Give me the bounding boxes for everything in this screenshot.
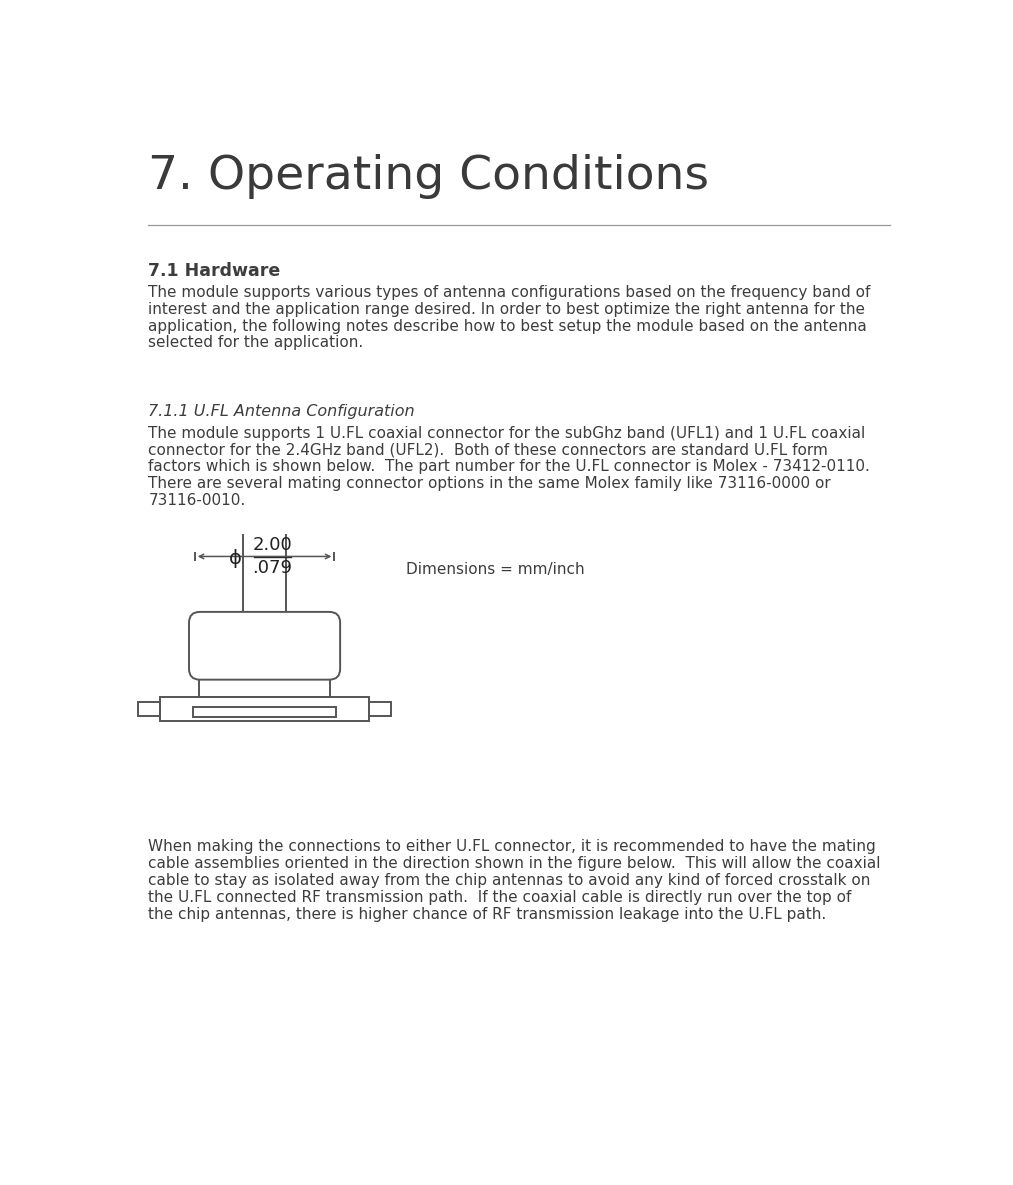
Text: The module supports various types of antenna configurations based on the frequen: The module supports various types of ant… <box>148 284 871 300</box>
Text: interest and the application range desired. In order to best optimize the right : interest and the application range desir… <box>148 302 865 316</box>
Text: .079: .079 <box>252 559 293 577</box>
Text: connector for the 2.4GHz band (UFL2).  Both of these connectors are standard U.F: connector for the 2.4GHz band (UFL2). Bo… <box>148 442 829 457</box>
Text: ϕ: ϕ <box>229 549 241 568</box>
Text: application, the following notes describe how to best setup the module based on : application, the following notes describ… <box>148 319 867 333</box>
Text: When making the connections to either U.FL connector, it is recommended to have : When making the connections to either U.… <box>148 839 876 854</box>
Text: There are several mating connector options in the same Molex family like 73116-0: There are several mating connector optio… <box>148 476 831 492</box>
Bar <box>192 707 336 717</box>
Text: the chip antennas, there is higher chance of RF transmission leakage into the U.: the chip antennas, there is higher chanc… <box>148 907 827 922</box>
Text: The module supports 1 U.FL coaxial connector for the subGhz band (UFL1) and 1 U.: The module supports 1 U.FL coaxial conne… <box>148 425 865 441</box>
Bar <box>369 702 391 716</box>
Bar <box>160 697 369 722</box>
Text: 2.00: 2.00 <box>252 536 292 555</box>
Text: Dimensions = mm/inch: Dimensions = mm/inch <box>405 562 585 577</box>
Bar <box>138 702 160 716</box>
Text: 73116-0010.: 73116-0010. <box>148 493 245 508</box>
Text: cable assemblies oriented in the direction shown in the figure below.  This will: cable assemblies oriented in the directi… <box>148 856 881 871</box>
Text: cable to stay as isolated away from the chip antennas to avoid any kind of force: cable to stay as isolated away from the … <box>148 873 871 888</box>
Text: 7.1 Hardware: 7.1 Hardware <box>148 262 281 280</box>
Text: 7. Operating Conditions: 7. Operating Conditions <box>148 154 709 199</box>
Text: the U.FL connected RF transmission path.  If the coaxial cable is directly run o: the U.FL connected RF transmission path.… <box>148 890 852 905</box>
Text: selected for the application.: selected for the application. <box>148 335 364 351</box>
FancyBboxPatch shape <box>189 611 340 680</box>
Text: 7.1.1 U.FL Antenna Configuration: 7.1.1 U.FL Antenna Configuration <box>148 404 415 419</box>
Text: factors which is shown below.  The part number for the U.FL connector is Molex -: factors which is shown below. The part n… <box>148 460 870 474</box>
